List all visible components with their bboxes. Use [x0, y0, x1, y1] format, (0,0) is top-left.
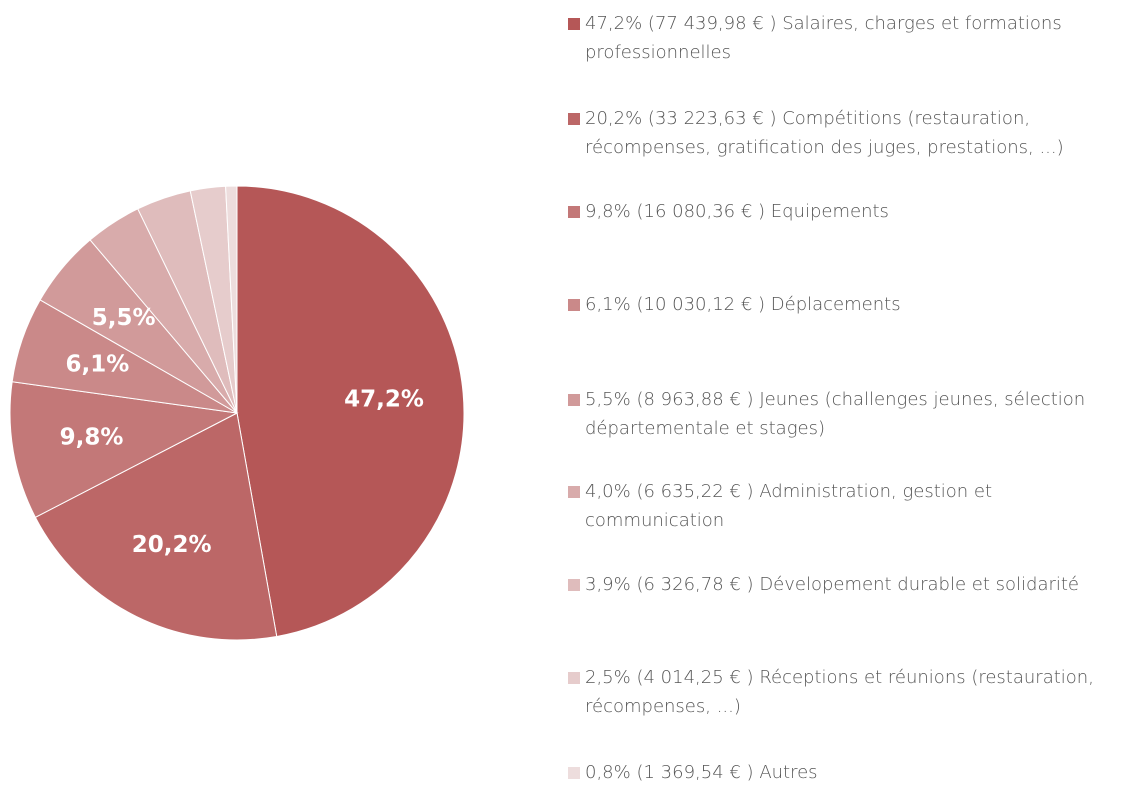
- legend-amount: (6 326,78 € ): [636, 574, 754, 595]
- legend-swatch: [568, 113, 580, 125]
- legend-label: Dévelopement durable et solidarité: [759, 574, 1080, 595]
- legend-label: Equipements: [770, 201, 889, 222]
- pie-slice: [225, 185, 238, 414]
- legend-amount: (10 030,12 € ): [636, 294, 766, 315]
- legend-amount: (8 963,88 € ): [636, 389, 754, 410]
- legend-amount: (1 369,54 € ): [636, 762, 754, 783]
- legend-label: Administration, gestion et communication: [585, 481, 993, 531]
- pie-slice: [34, 412, 278, 641]
- legend-percent: 2,5%: [585, 667, 631, 688]
- legend-percent: 0,8%: [585, 762, 631, 783]
- legend-percent: 6,1%: [585, 294, 631, 315]
- legend-label: Jeunes (challenges jeunes, sélection dép…: [585, 389, 1086, 439]
- pie-slice: [9, 381, 239, 518]
- slice-label: 20,2%: [132, 532, 212, 558]
- legend-swatch: [568, 18, 580, 30]
- legend-percent: 9,8%: [585, 201, 631, 222]
- legend-entry: 6,1% (10 030,12 € ) Déplacements: [568, 290, 1133, 319]
- legend-label: Déplacements: [770, 294, 901, 315]
- legend-entry: 5,5% (8 963,88 € ) Jeunes (challenges je…: [568, 385, 1133, 443]
- legend-swatch: [568, 206, 580, 218]
- legend-percent: 47,2%: [585, 13, 643, 34]
- legend-entry: 9,8% (16 080,36 € ) Equipements: [568, 197, 1133, 226]
- legend-swatch: [568, 672, 580, 684]
- legend-label: Réceptions et réunions (restauration, ré…: [585, 667, 1094, 717]
- legend-amount: (33 223,63 € ): [647, 108, 777, 129]
- legend-swatch: [568, 486, 580, 498]
- legend-swatch: [568, 394, 580, 406]
- legend-label: Compétitions (restauration, récompenses,…: [585, 108, 1064, 158]
- slice-label: 47,2%: [344, 387, 424, 413]
- legend-percent: 20,2%: [585, 108, 643, 129]
- legend-label: Salaires, charges et formations professi…: [585, 13, 1062, 63]
- pie-slice: [236, 185, 465, 638]
- legend-amount: (77 439,98 € ): [647, 13, 777, 34]
- legend-swatch: [568, 579, 580, 591]
- legend-entry: 3,9% (6 326,78 € ) Dévelopement durable …: [568, 570, 1133, 599]
- legend-entry: 0,8% (1 369,54 € ) Autres: [568, 758, 1133, 787]
- legend-label: Autres: [759, 762, 818, 783]
- legend-percent: 4,0%: [585, 481, 631, 502]
- legend-swatch: [568, 767, 580, 779]
- slice-label: 6,1%: [66, 352, 130, 378]
- legend-amount: (16 080,36 € ): [636, 201, 766, 222]
- slice-label: 9,8%: [60, 424, 124, 450]
- legend-percent: 3,9%: [585, 574, 631, 595]
- legend-entry: 47,2% (77 439,98 € ) Salaires, charges e…: [568, 9, 1133, 67]
- legend-percent: 5,5%: [585, 389, 631, 410]
- legend-entry: 4,0% (6 635,22 € ) Administration, gesti…: [568, 477, 1133, 535]
- legend-swatch: [568, 299, 580, 311]
- legend-entry: 2,5% (4 014,25 € ) Réceptions et réunion…: [568, 663, 1133, 721]
- legend-amount: (6 635,22 € ): [636, 481, 754, 502]
- legend-amount: (4 014,25 € ): [636, 667, 754, 688]
- pie-chart: 47,2% 20,2% 9,8% 6,1% 5,5%: [9, 185, 465, 641]
- legend-entry: 20,2% (33 223,63 € ) Compétitions (resta…: [568, 104, 1133, 162]
- slice-label: 5,5%: [92, 305, 156, 331]
